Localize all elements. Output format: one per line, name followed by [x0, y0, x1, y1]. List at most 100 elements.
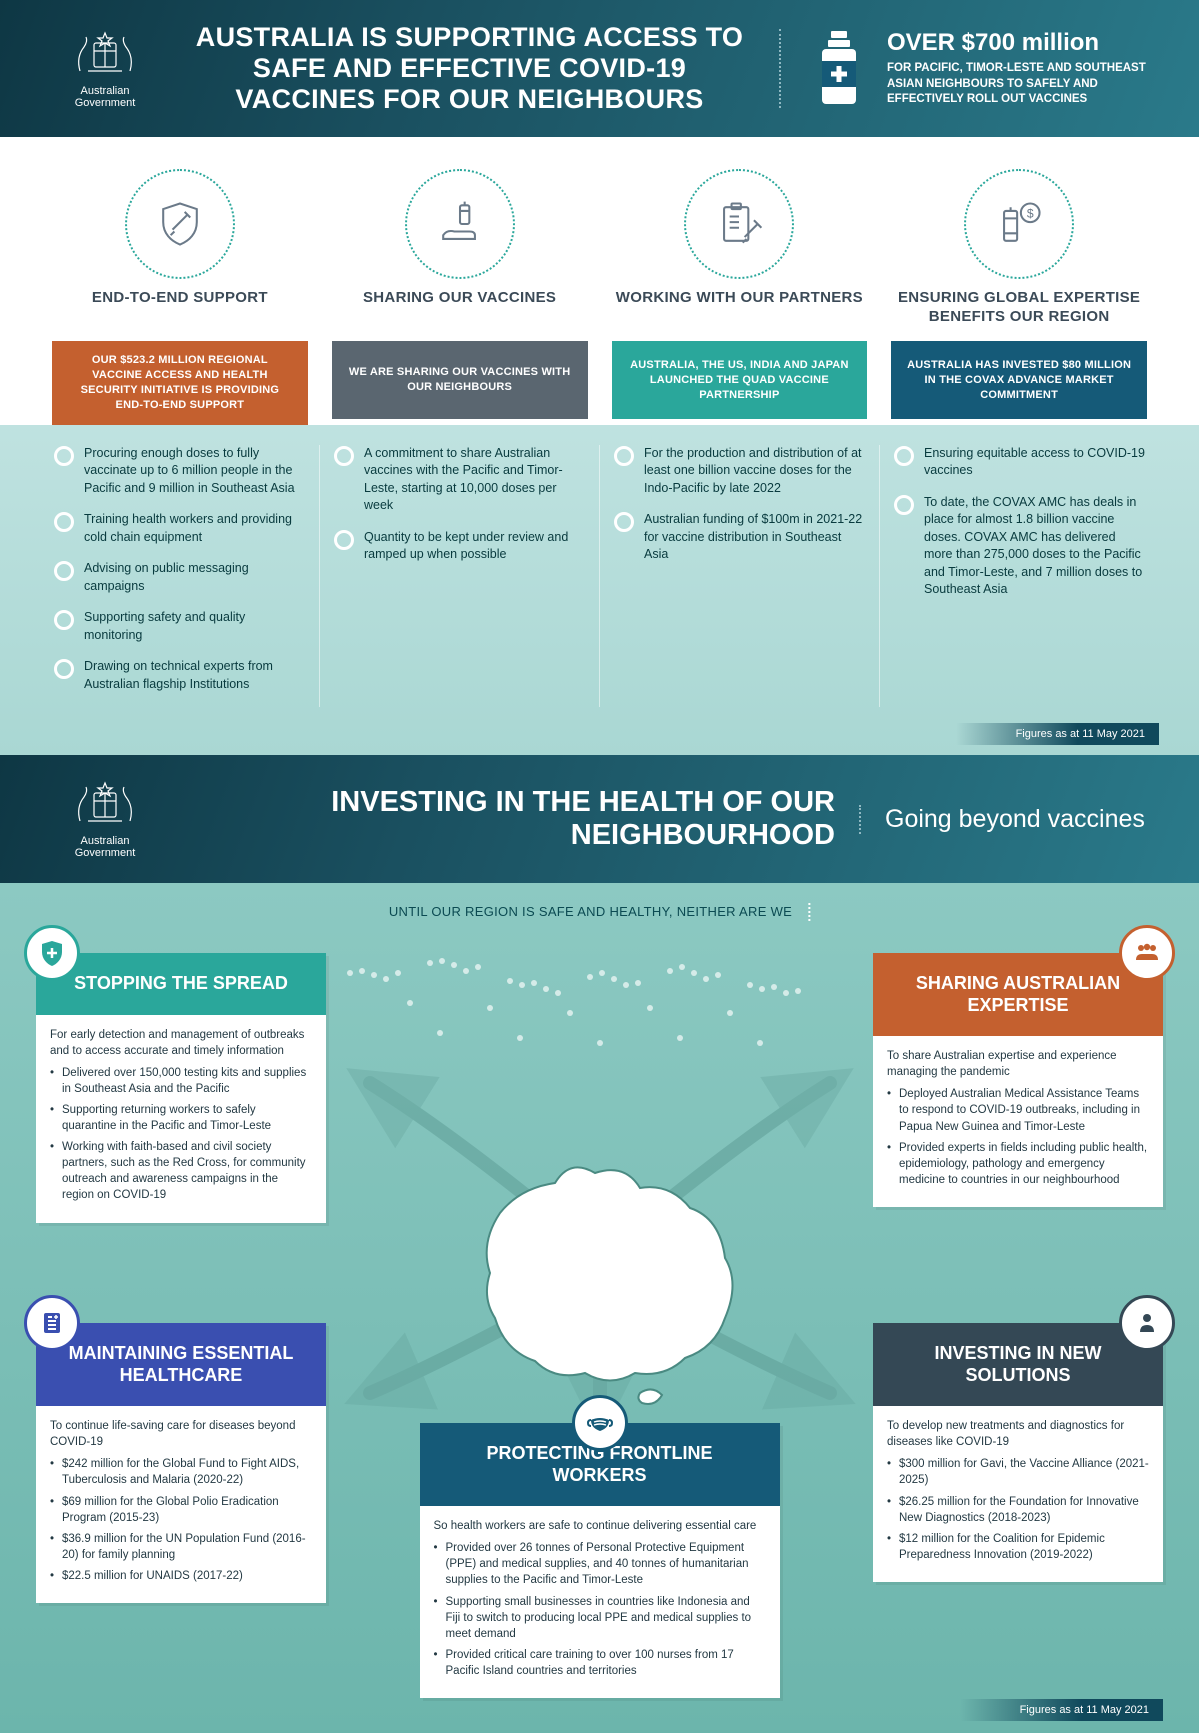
callout-body: So health workers are safe to continue d… — [420, 1506, 780, 1698]
pillar-box: AUSTRALIA, THE US, INDIA AND JAPAN LAUNC… — [612, 341, 868, 419]
ring-icon — [54, 610, 74, 630]
hand-vial-icon — [405, 169, 515, 279]
bullet-text: Australian funding of $100m in 2021-22 f… — [644, 511, 865, 564]
callout-stopping-spread: STOPPING THE SPREAD For early detection … — [36, 953, 326, 1223]
gov-logo: Australian Government — [50, 779, 160, 859]
bullet: Quantity to be kept under review and ram… — [334, 529, 585, 564]
bullet: Procuring enough doses to fully vaccinat… — [54, 445, 305, 498]
ring-icon — [54, 561, 74, 581]
gov-logo: Australian Government — [50, 29, 160, 109]
notes-icon — [24, 1295, 80, 1351]
bullet-text: Ensuring equitable access to COVID-19 va… — [924, 445, 1145, 480]
bullets-col-1: Procuring enough doses to fully vaccinat… — [40, 445, 319, 708]
callout-intro: To share Australian expertise and experi… — [887, 1048, 1149, 1080]
pillars-row: END-TO-END SUPPORT OUR $523.2 MILLION RE… — [0, 137, 1199, 424]
svg-text:$: $ — [1027, 207, 1034, 221]
pillar-end-to-end: END-TO-END SUPPORT OUR $523.2 MILLION RE… — [40, 169, 320, 424]
bullet-text: Supporting safety and quality monitoring — [84, 609, 305, 644]
people-icon — [1119, 925, 1175, 981]
callout-item: $242 million for the Global Fund to Figh… — [50, 1456, 312, 1488]
banner2-title: INVESTING IN THE HEALTH OF OUR NEIGHBOUR… — [160, 786, 859, 853]
pillar-title: SHARING OUR VACCINES — [332, 289, 588, 329]
callout-body: To share Australian expertise and experi… — [873, 1036, 1163, 1207]
person-star-icon — [1119, 1295, 1175, 1351]
bullet: Advising on public messaging campaigns — [54, 560, 305, 595]
callout-item: Delivered over 150,000 testing kits and … — [50, 1065, 312, 1097]
pillar-sharing: SHARING OUR VACCINES WE ARE SHARING OUR … — [320, 169, 600, 424]
callout-item: $69 million for the Global Polio Eradica… — [50, 1494, 312, 1526]
callout-title: SHARING AUSTRALIAN EXPERTISE — [873, 953, 1163, 1036]
callout-item: Supporting returning workers to safely q… — [50, 1102, 312, 1134]
callout-body: To develop new treatments and diagnostic… — [873, 1406, 1163, 1582]
callout-body: For early detection and management of ou… — [36, 1015, 326, 1223]
callout-item: $300 million for Gavi, the Vaccine Allia… — [887, 1456, 1149, 1488]
map-section: UNTIL OUR REGION IS SAFE AND HEALTHY, NE… — [0, 883, 1199, 1733]
banner1-title: AUSTRALIA IS SUPPORTING ACCESS TO SAFE A… — [160, 22, 779, 115]
vial-money-icon: $ — [964, 169, 1074, 279]
bullet: Ensuring equitable access to COVID-19 va… — [894, 445, 1145, 480]
ring-icon — [334, 446, 354, 466]
shield-syringe-icon — [125, 169, 235, 279]
callout-frontline: PROTECTING FRONTLINE WORKERS So health w… — [420, 1423, 780, 1698]
callout-body: To continue life-saving care for disease… — [36, 1406, 326, 1603]
bullet-text: Quantity to be kept under review and ram… — [364, 529, 585, 564]
bullets-col-4: Ensuring equitable access to COVID-19 va… — [879, 445, 1159, 708]
callout-item: $36.9 million for the UN Population Fund… — [50, 1531, 312, 1563]
ring-icon — [894, 446, 914, 466]
callout-item: Provided critical care training to over … — [434, 1647, 766, 1679]
crest-icon — [70, 779, 140, 829]
vaccine-bottle-icon — [809, 31, 869, 106]
ring-icon — [54, 446, 74, 466]
ring-icon — [894, 495, 914, 515]
top-banner: Australian Government AUSTRALIA IS SUPPO… — [0, 0, 1199, 137]
ring-icon — [614, 512, 634, 532]
callout-item: Supporting small businesses in countries… — [434, 1594, 766, 1642]
bullet: To date, the COVAX AMC has deals in plac… — [894, 494, 1145, 599]
figures-note: Figures as at 11 May 2021 — [956, 723, 1159, 745]
shield-plus-icon — [24, 925, 80, 981]
figures-note: Figures as at 11 May 2021 — [960, 1699, 1163, 1721]
callout-intro: So health workers are safe to continue d… — [434, 1518, 766, 1534]
callout-item: Deployed Australian Medical Assistance T… — [887, 1086, 1149, 1134]
banner1-right: OVER $700 million FOR PACIFIC, TIMOR-LES… — [779, 29, 1149, 108]
callout-healthcare: MAINTAINING ESSENTIAL HEALTHCARE To cont… — [36, 1323, 326, 1603]
bullet: A commitment to share Australian vaccine… — [334, 445, 585, 515]
bullet: Supporting safety and quality monitoring — [54, 609, 305, 644]
bullet-text: A commitment to share Australian vaccine… — [364, 445, 585, 515]
pillar-box: AUSTRALIA HAS INVESTED $80 MILLION IN TH… — [891, 341, 1147, 419]
callout-item: Working with faith-based and civil socie… — [50, 1139, 312, 1203]
bullet-text: Procuring enough doses to fully vaccinat… — [84, 445, 305, 498]
banner2: Australian Government INVESTING IN THE H… — [0, 755, 1199, 883]
ring-icon — [54, 659, 74, 679]
pillar-title: END-TO-END SUPPORT — [52, 289, 308, 329]
callout-intro: For early detection and management of ou… — [50, 1027, 312, 1059]
callout-intro: To continue life-saving care for disease… — [50, 1418, 312, 1450]
crest-icon — [70, 29, 140, 79]
bullet: Drawing on technical experts from Austra… — [54, 658, 305, 693]
over-sub: FOR PACIFIC, TIMOR-LESTE AND SOUTHEAST A… — [887, 61, 1149, 108]
gov-label: Australian Government — [50, 835, 160, 859]
ring-icon — [614, 446, 634, 466]
callout-intro: To develop new treatments and diagnostic… — [887, 1418, 1149, 1450]
bullet-text: To date, the COVAX AMC has deals in plac… — [924, 494, 1145, 599]
callout-solutions: INVESTING IN NEW SOLUTIONS To develop ne… — [873, 1323, 1163, 1582]
ring-icon — [54, 512, 74, 532]
clipboard-syringe-icon — [684, 169, 794, 279]
gov-label: Australian Government — [50, 85, 160, 109]
australia-map-icon — [440, 1123, 760, 1423]
ring-icon — [334, 530, 354, 550]
mask-icon — [572, 1395, 628, 1451]
callout-item: $26.25 million for the Foundation for In… — [887, 1494, 1149, 1526]
pillar-global: $ ENSURING GLOBAL EXPERTISE BENEFITS OUR… — [879, 169, 1159, 424]
bullets-strip: Procuring enough doses to fully vaccinat… — [0, 425, 1199, 756]
pillar-box: WE ARE SHARING OUR VACCINES WITH OUR NEI… — [332, 341, 588, 419]
callout-expertise: SHARING AUSTRALIAN EXPERTISE To share Au… — [873, 953, 1163, 1207]
banner1-right-text: OVER $700 million FOR PACIFIC, TIMOR-LES… — [887, 29, 1149, 108]
callout-title: INVESTING IN NEW SOLUTIONS — [873, 1323, 1163, 1406]
callout-item: $12 million for the Coalition for Epidem… — [887, 1531, 1149, 1563]
callout-item: $22.5 million for UNAIDS (2017-22) — [50, 1568, 312, 1584]
bullet: Australian funding of $100m in 2021-22 f… — [614, 511, 865, 564]
bullet-text: For the production and distribution of a… — [644, 445, 865, 498]
banner2-right: Going beyond vaccines — [859, 805, 1149, 834]
callout-title: STOPPING THE SPREAD — [36, 953, 326, 1015]
